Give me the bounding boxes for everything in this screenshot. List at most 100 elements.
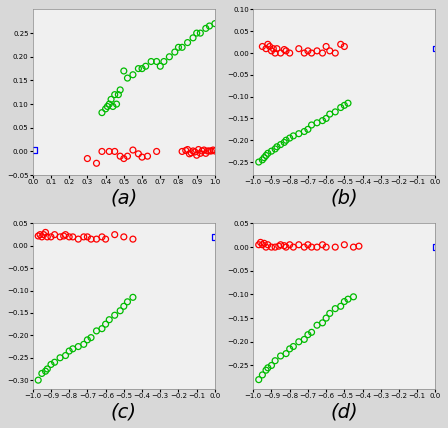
Point: [255, 376, 263, 383]
Point: [184, 39, 191, 46]
Point: [337, 303, 344, 310]
Point: [84, 155, 91, 162]
Point: [277, 241, 284, 248]
Point: [179, 44, 186, 51]
Point: [341, 298, 348, 305]
Point: [286, 345, 293, 352]
Point: [319, 117, 326, 124]
Point: [323, 115, 330, 122]
Point: [166, 54, 173, 60]
Point: [99, 233, 106, 240]
Point: [69, 233, 77, 240]
X-axis label: (b): (b): [331, 188, 358, 207]
Point: [261, 240, 268, 247]
Point: [147, 58, 155, 65]
Point: [80, 341, 87, 348]
Point: [271, 357, 279, 364]
Point: [120, 68, 127, 74]
Point: [38, 370, 45, 377]
Point: [31, 147, 38, 154]
Point: [283, 350, 290, 357]
Point: [116, 86, 124, 93]
Point: [286, 50, 293, 56]
Point: [120, 233, 127, 240]
Point: [264, 241, 271, 248]
Point: [326, 48, 333, 54]
Point: [259, 43, 266, 50]
Point: [264, 364, 271, 371]
Point: [129, 294, 137, 301]
Point: [271, 50, 279, 56]
Point: [111, 91, 118, 98]
Point: [111, 148, 118, 155]
Point: [84, 336, 91, 343]
Point: [266, 43, 273, 50]
Point: [259, 372, 266, 378]
Point: [113, 101, 120, 107]
Point: [75, 236, 82, 243]
Point: [200, 147, 207, 154]
Point: [301, 336, 308, 343]
Point: [202, 150, 209, 157]
Point: [195, 146, 202, 153]
Point: [263, 152, 270, 159]
Point: [271, 146, 279, 152]
Point: [182, 147, 190, 154]
Point: [142, 63, 149, 70]
Point: [350, 293, 357, 300]
Point: [290, 244, 297, 250]
Point: [271, 244, 279, 250]
Point: [51, 231, 58, 238]
Point: [69, 345, 77, 352]
Point: [197, 150, 204, 157]
Point: [337, 104, 344, 111]
Point: [286, 241, 293, 248]
X-axis label: (c): (c): [111, 402, 137, 421]
X-axis label: (d): (d): [331, 402, 358, 421]
Point: [47, 361, 55, 368]
Point: [51, 359, 58, 366]
Point: [323, 244, 330, 250]
Point: [34, 232, 42, 239]
Point: [255, 241, 263, 248]
Point: [42, 368, 49, 374]
Point: [323, 315, 330, 321]
Point: [277, 141, 284, 148]
Point: [301, 244, 308, 250]
Point: [65, 233, 73, 240]
Point: [257, 239, 264, 246]
Point: [124, 74, 131, 81]
Point: [280, 139, 288, 146]
Point: [295, 130, 302, 137]
Point: [304, 126, 311, 133]
Point: [44, 366, 51, 372]
Point: [206, 23, 213, 30]
Point: [171, 49, 178, 56]
Point: [270, 45, 277, 52]
Point: [115, 91, 122, 98]
Point: [295, 45, 302, 52]
Point: [102, 321, 109, 327]
Point: [355, 243, 362, 250]
Point: [308, 244, 315, 250]
Point: [65, 348, 73, 354]
Point: [120, 155, 127, 162]
Point: [102, 105, 109, 112]
Point: [153, 58, 160, 65]
Point: [129, 71, 137, 78]
Point: [341, 102, 348, 109]
Point: [308, 329, 315, 336]
Point: [304, 48, 311, 54]
Point: [273, 143, 280, 150]
Point: [116, 307, 124, 314]
Point: [275, 243, 282, 250]
Point: [314, 119, 321, 126]
Point: [99, 109, 106, 116]
Point: [99, 325, 106, 332]
Point: [283, 137, 290, 144]
Point: [190, 148, 197, 155]
Point: [87, 236, 95, 243]
Point: [280, 46, 288, 53]
Point: [106, 148, 113, 155]
Point: [301, 50, 308, 56]
